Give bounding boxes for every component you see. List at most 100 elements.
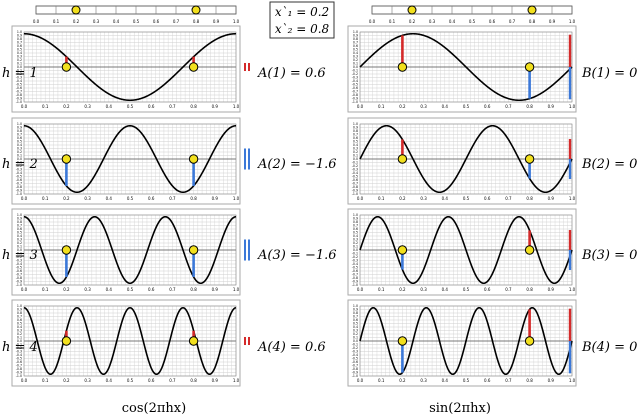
x-tick-label: 0.7 [505, 287, 512, 292]
x-tick-label: 0.6 [148, 378, 155, 383]
sample-point [524, 62, 535, 72]
y-tick-label: -0.7 [16, 364, 22, 368]
y-tick-label: 0.1 [353, 62, 358, 66]
y-tick-label: -0.5 [352, 175, 358, 179]
y-tick-label: 0.8 [17, 37, 22, 41]
y-tick-label: 0.8 [17, 220, 22, 224]
y-tick-label: -0.7 [352, 364, 358, 368]
y-tick-label: 0.9 [17, 126, 22, 130]
y-tick-label: 0.2 [17, 332, 22, 336]
top-tick-label: 0.4 [113, 19, 120, 24]
panel-cos-h1: 1.00.90.80.70.60.50.40.30.20.10.0-0.1-0.… [11, 25, 241, 113]
x-tick-label: 0.2 [63, 196, 70, 201]
top-tick-label: 0.7 [509, 19, 516, 24]
x-tick-label: 0.9 [212, 287, 219, 292]
y-tick-label: 0.6 [17, 318, 22, 322]
y-tick-label: -0.9 [16, 280, 22, 284]
y-tick-label: 0.0 [353, 65, 358, 69]
x-tick-label: 0.5 [463, 378, 470, 383]
y-tick-label: -0.2 [16, 346, 22, 350]
y-tick-label: 0.7 [353, 224, 358, 228]
y-tick-label: 0.8 [353, 311, 358, 315]
y-tick-label: -0.4 [352, 79, 358, 83]
y-tick-label: 0.3 [353, 147, 358, 151]
top-point-marker [527, 5, 537, 15]
x-tick-label: 0.1 [42, 196, 49, 201]
sample-point [397, 62, 408, 72]
top-tick-label: 0.1 [53, 19, 60, 24]
y-tick-label: 1.0 [353, 122, 358, 126]
y-tick-label: 0.5 [353, 48, 358, 52]
y-tick-label: 0.6 [17, 44, 22, 48]
x-tick-label: 0.4 [106, 104, 113, 109]
y-tick-label: -0.1 [352, 161, 358, 165]
sample-point [188, 245, 199, 255]
y-tick-label: 0.0 [17, 248, 22, 252]
y-tick-label: -0.1 [16, 69, 22, 73]
x-tick-label: 0.7 [169, 104, 176, 109]
top-tick-label: 1.0 [233, 19, 240, 24]
y-tick-label: 1.0 [353, 30, 358, 34]
y-tick-label: -0.8 [16, 276, 22, 280]
b-label-1: B(1) = 0 [581, 66, 637, 81]
y-tick-label: 0.7 [353, 41, 358, 45]
x-tick-label: 0.3 [84, 104, 91, 109]
top-tick-label: 0.1 [389, 19, 396, 24]
y-tick-label: -0.8 [352, 185, 358, 189]
y-tick-label: 0.2 [353, 58, 358, 62]
y-tick-label: 0.4 [17, 234, 22, 238]
y-tick-label: -0.1 [16, 343, 22, 347]
y-tick-label: -0.7 [16, 273, 22, 277]
y-tick-label: 0.2 [17, 150, 22, 154]
basis-curve [23, 306, 237, 376]
x-tick-label: 0.2 [63, 378, 70, 383]
y-tick-label: -0.2 [16, 72, 22, 76]
x-tick-label: 0.5 [127, 378, 134, 383]
y-tick-label: -0.6 [352, 269, 358, 273]
basis-curve [359, 32, 573, 102]
y-tick-label: 0.8 [17, 311, 22, 315]
x-tick-label: 0.7 [169, 196, 176, 201]
sin-caption: sin(2πhx) [429, 401, 491, 416]
y-tick-label: 0.5 [17, 140, 22, 144]
y-tick-label: -0.4 [352, 171, 358, 175]
x-tick-label: 0.4 [106, 196, 113, 201]
y-tick-label: -1.0 [352, 374, 358, 378]
top-tick-label: 1.0 [569, 19, 576, 24]
x-tick-label: 0.8 [190, 104, 197, 109]
x-tick-label: 0.6 [484, 378, 491, 383]
y-tick-label: -0.6 [16, 360, 22, 364]
y-tick-label: -0.5 [352, 357, 358, 361]
y-tick-label: 0.2 [17, 58, 22, 62]
y-tick-label: -1.0 [16, 283, 22, 287]
y-tick-label: 0.4 [17, 143, 22, 147]
y-tick-label: -0.2 [352, 346, 358, 350]
x-tick-label: 1.0 [233, 378, 240, 383]
y-tick-label: 0.9 [17, 217, 22, 221]
y-tick-label: -0.3 [16, 259, 22, 263]
y-tick-label: 0.3 [353, 55, 358, 59]
y-tick-label: 1.0 [17, 304, 22, 308]
y-tick-label: 0.1 [353, 245, 358, 249]
x-tick-label: 0.6 [148, 287, 155, 292]
y-tick-label: 0.4 [353, 51, 358, 55]
y-tick-label: -0.3 [352, 76, 358, 80]
y-tick-label: -0.5 [352, 83, 358, 87]
panel-sin-h4: 1.00.90.80.70.60.50.40.30.20.10.0-0.1-0.… [347, 299, 577, 387]
y-tick-label: 0.3 [353, 238, 358, 242]
sample-point [397, 336, 408, 346]
x-tick-label: 0.0 [21, 378, 28, 383]
y-tick-label: -0.3 [16, 76, 22, 80]
y-tick-label: 0.9 [17, 308, 22, 312]
point-1-label: x`₁ = 0.2 [275, 5, 329, 19]
sample-point [188, 154, 199, 164]
y-tick-label: 0.2 [353, 150, 358, 154]
x-tick-label: 0.0 [357, 378, 364, 383]
sample-point [397, 245, 408, 255]
panel-cos-h2: 1.00.90.80.70.60.50.40.30.20.10.0-0.1-0.… [11, 117, 241, 205]
panel-sin-h3: 1.00.90.80.70.60.50.40.30.20.10.0-0.1-0.… [347, 208, 577, 296]
y-tick-label: 0.0 [353, 339, 358, 343]
y-tick-label: 0.6 [353, 136, 358, 140]
y-tick-label: 0.4 [353, 325, 358, 329]
